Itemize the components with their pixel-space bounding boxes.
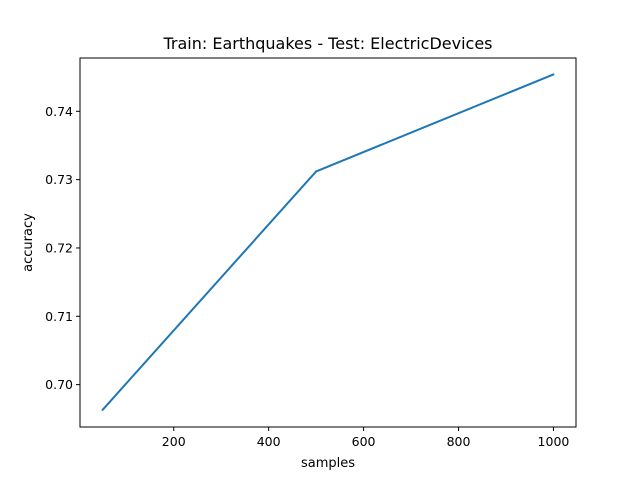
y-tick-label: 0.72 (45, 240, 73, 255)
data-point (552, 73, 555, 76)
x-tick-label: 400 (257, 434, 281, 449)
x-tick-label: 1000 (538, 434, 570, 449)
plot-frame (79, 57, 577, 428)
data-point (315, 170, 318, 173)
y-tick-label: 0.73 (45, 172, 73, 187)
chart-title: Train: Earthquakes - Test: ElectricDevic… (162, 34, 492, 53)
y-axis: 0.70 0.71 0.72 0.73 0.74 (45, 104, 80, 392)
data-point (101, 408, 104, 411)
x-tick-label: 600 (352, 434, 376, 449)
x-axis: 200 400 600 800 1000 (162, 427, 570, 449)
y-tick-label: 0.71 (45, 309, 73, 324)
y-tick-label: 0.70 (45, 377, 73, 392)
x-tick-label: 800 (447, 434, 471, 449)
y-tick-label: 0.74 (45, 104, 73, 119)
x-tick-label: 200 (162, 434, 186, 449)
x-axis-label: samples (301, 456, 355, 471)
series-layer (101, 73, 555, 411)
y-axis-label: accuracy (21, 213, 36, 272)
